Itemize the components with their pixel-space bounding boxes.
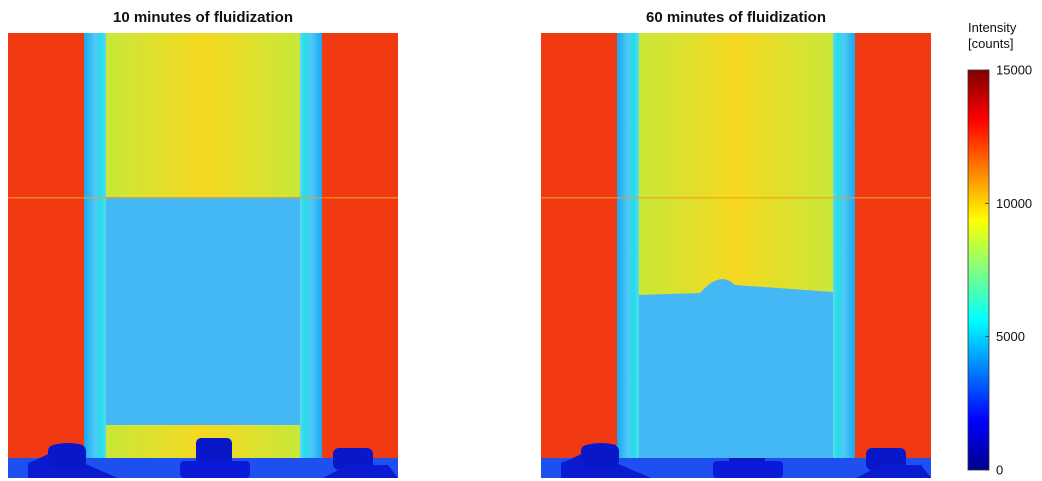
- colorbar-tick-label: 0: [996, 463, 1003, 478]
- colorbar-label: [counts]: [968, 36, 1014, 51]
- bed-region: [639, 279, 833, 458]
- colorbar-tick-label: 10000: [996, 196, 1032, 211]
- colorbar-tick-label: 5000: [996, 329, 1025, 344]
- bed-region: [106, 197, 300, 425]
- image-line: [8, 197, 398, 199]
- colorbar-tick-label: 15000: [996, 63, 1032, 78]
- panel-title: 60 minutes of fluidization: [646, 9, 826, 26]
- panel-title: 10 minutes of fluidization: [113, 9, 293, 26]
- image-line: [541, 197, 931, 199]
- colorbar-label: Intensity: [968, 20, 1017, 35]
- colorbar: [967, 69, 990, 471]
